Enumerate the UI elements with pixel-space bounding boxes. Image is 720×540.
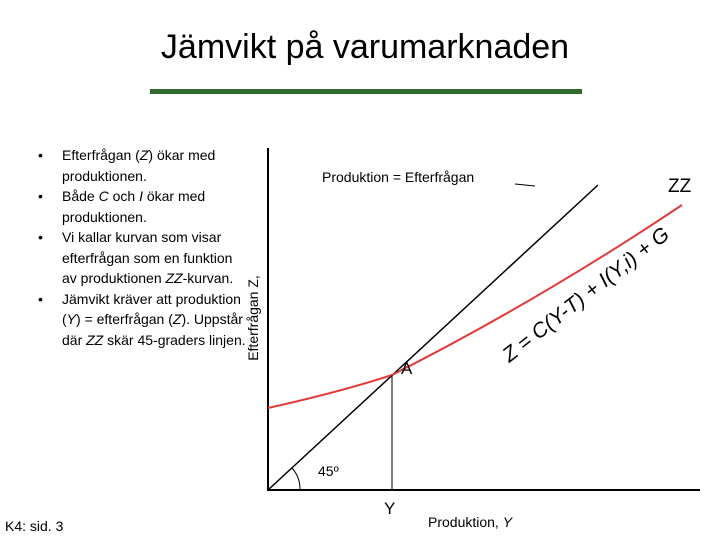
angle-label: 45º — [318, 463, 339, 479]
45-degree-line — [267, 184, 599, 491]
title-rule — [150, 89, 582, 94]
x-point-label: Y — [384, 499, 395, 518]
bullet: Både C och I ökar med produktionen. — [38, 186, 247, 227]
footer: K4: sid. 3 — [5, 518, 64, 534]
point-label: A — [401, 359, 413, 378]
bullet-list: Efterfrågan (Z) ökar med produktionen. B… — [30, 145, 247, 350]
bullet: Vi kallar kurvan som visar efterfrågan s… — [38, 227, 247, 289]
x-axis-label: Produktion, Y — [428, 514, 514, 530]
slide-title: Jämvikt på varumarknaden — [160, 28, 570, 66]
zz-curve — [267, 204, 683, 409]
line-label: Produktion = Efterfrågan — [322, 169, 474, 185]
bullet: Jämvikt kräver att produktion (Y) = efte… — [38, 289, 247, 351]
equation: Z = C(Y-T) + I(Y,i) + G — [497, 223, 673, 368]
bullet: Efterfrågan (Z) ökar med produktionen. — [38, 145, 247, 186]
label-pointer — [514, 183, 536, 187]
y-axis-label: Efterfrågan Z, — [245, 275, 261, 361]
angle-arc — [291, 467, 301, 491]
curve-label: ZZ — [668, 176, 692, 197]
